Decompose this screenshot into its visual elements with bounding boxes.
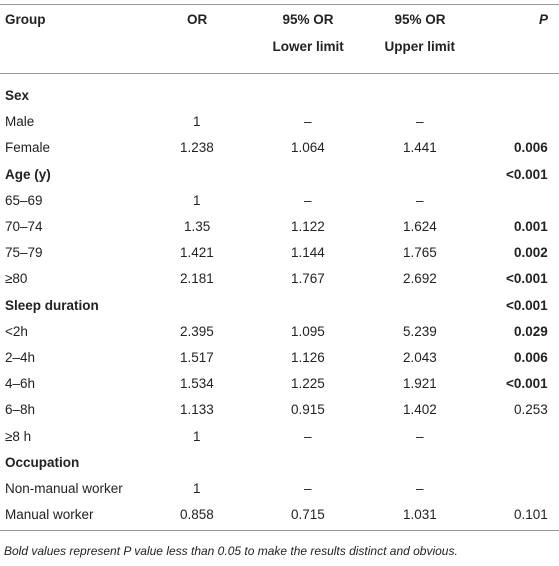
cell: 2.395 xyxy=(180,323,214,339)
rule xyxy=(0,4,559,5)
cell: <0.001 xyxy=(506,166,548,182)
cell: 1.421 xyxy=(180,245,214,261)
cell: – xyxy=(416,428,424,444)
cell: 1 xyxy=(193,192,201,208)
cell: 2.181 xyxy=(180,271,214,287)
cell: 0.029 xyxy=(514,323,548,339)
cell: – xyxy=(416,481,424,496)
cell: 2.692 xyxy=(403,271,437,287)
cell: – xyxy=(304,192,312,208)
cell: 0.002 xyxy=(514,245,548,261)
cell: 0.006 xyxy=(514,140,548,156)
cell: 1.767 xyxy=(291,271,325,287)
cell: <0.001 xyxy=(506,271,548,287)
header-cell: 95% OR xyxy=(282,12,334,27)
row-label: 6–8h xyxy=(5,402,36,418)
cell: – xyxy=(416,192,424,208)
header-cell: OR xyxy=(187,12,208,27)
row-label: 4–6h xyxy=(5,376,36,392)
cell: 1.133 xyxy=(180,402,214,418)
rule xyxy=(0,73,559,74)
row-label: Occupation xyxy=(5,454,80,470)
cell: 0.253 xyxy=(514,402,548,418)
cell: 0.858 xyxy=(180,507,214,523)
cell: 1 xyxy=(193,428,201,444)
row-label: 65–69 xyxy=(5,192,43,208)
cell: 1.534 xyxy=(180,376,214,392)
row-label: Non-manual worker xyxy=(5,481,123,496)
cell: 1.517 xyxy=(180,350,214,365)
header-cell: Group xyxy=(5,12,46,27)
cell: 1.921 xyxy=(403,376,437,392)
header-cell: 95% OR xyxy=(394,12,446,27)
cell: – xyxy=(416,114,424,130)
header-cell: P xyxy=(539,12,549,27)
cell: 5.239 xyxy=(403,323,437,339)
cell: 1.238 xyxy=(180,140,214,156)
cell: 1.126 xyxy=(291,350,325,365)
cell: 1.441 xyxy=(403,140,437,156)
cell: 1.144 xyxy=(291,245,325,261)
cell: 0.715 xyxy=(291,507,325,523)
cell: 1.122 xyxy=(291,219,325,234)
rule xyxy=(0,530,559,531)
cell: 1 xyxy=(193,481,201,496)
cell: 1.35 xyxy=(184,219,211,234)
cell: 2.043 xyxy=(403,350,437,365)
cell: 0.915 xyxy=(291,402,325,418)
cell: 1 xyxy=(193,114,201,130)
cell: 1.095 xyxy=(291,323,325,339)
row-label: ≥8 h xyxy=(5,428,32,444)
row-label: Age (y) xyxy=(5,166,51,182)
cell: 1.031 xyxy=(403,507,437,523)
row-label: 2–4h xyxy=(5,350,36,365)
cell: 0.001 xyxy=(514,219,548,234)
header-cell: Lower limit xyxy=(272,39,344,54)
row-label: Male xyxy=(5,114,35,130)
cell: <0.001 xyxy=(506,297,548,313)
row-label: 75–79 xyxy=(5,245,43,261)
cell: 1.225 xyxy=(291,376,325,392)
cell: – xyxy=(304,428,312,444)
cell: 1.402 xyxy=(403,402,437,418)
row-label: <2h xyxy=(5,323,28,339)
cell: – xyxy=(304,481,312,496)
header-cell: Upper limit xyxy=(384,39,456,54)
footnote: Bold values represent P value less than … xyxy=(4,544,458,558)
row-label: Sleep duration xyxy=(5,297,99,313)
cell: 1.064 xyxy=(291,140,325,156)
cell: – xyxy=(304,114,312,130)
cell: 0.101 xyxy=(514,507,548,523)
cell: 1.624 xyxy=(403,219,437,234)
cell: <0.001 xyxy=(506,376,548,392)
row-label: 70–74 xyxy=(5,219,43,234)
row-label: ≥80 xyxy=(5,271,28,287)
row-label: Sex xyxy=(5,88,30,103)
row-label: Female xyxy=(5,140,51,156)
row-label: Manual worker xyxy=(5,507,94,523)
cell: 1.765 xyxy=(403,245,437,261)
cell: 0.006 xyxy=(514,350,548,365)
